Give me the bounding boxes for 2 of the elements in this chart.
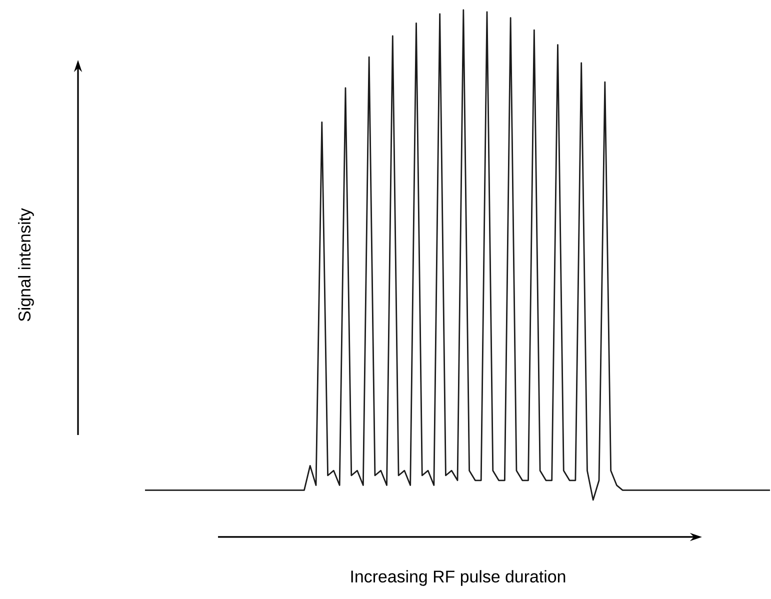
text: Increasing RF pulse duration — [351, 570, 566, 586]
text: Signal intensity — [18, 208, 34, 322]
